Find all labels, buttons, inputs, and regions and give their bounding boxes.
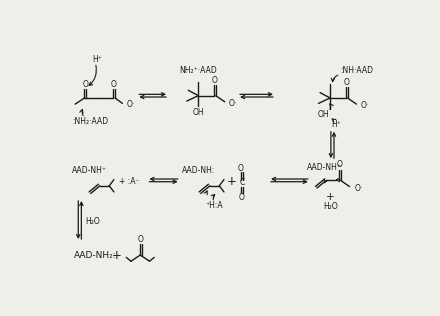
- Text: AAD-NH₂:: AAD-NH₂:: [74, 251, 117, 259]
- Text: O: O: [239, 193, 245, 202]
- Text: O: O: [138, 235, 144, 244]
- Text: C: C: [239, 178, 244, 187]
- Text: :NH₂·AAD: :NH₂·AAD: [72, 117, 108, 125]
- Text: +: +: [326, 192, 334, 202]
- Text: ⁺H:A: ⁺H:A: [205, 201, 223, 210]
- Text: AAD-NH⁺: AAD-NH⁺: [72, 166, 107, 175]
- Text: O: O: [212, 76, 218, 85]
- Text: O·: O·: [229, 99, 237, 108]
- Text: AAD-NH⁺: AAD-NH⁺: [307, 163, 342, 172]
- Text: OH: OH: [193, 108, 204, 117]
- Text: H⁺: H⁺: [93, 55, 103, 64]
- Text: O·: O·: [360, 101, 369, 110]
- Text: O: O: [111, 80, 117, 88]
- Text: +: +: [112, 249, 122, 262]
- Text: O·: O·: [126, 100, 135, 109]
- Text: O: O: [82, 80, 88, 88]
- Text: H₂O: H₂O: [85, 217, 99, 226]
- Text: H⁺: H⁺: [331, 120, 341, 130]
- Text: AAD-NH:: AAD-NH:: [182, 166, 215, 175]
- Text: +: +: [227, 175, 237, 188]
- Text: O·: O·: [354, 184, 363, 192]
- Text: H₂O: H₂O: [323, 202, 337, 211]
- Text: O: O: [344, 78, 349, 87]
- Text: O: O: [238, 164, 244, 173]
- Text: + :A⁻: + :A⁻: [119, 177, 139, 186]
- Text: O: O: [337, 161, 342, 169]
- Text: OH: OH: [318, 110, 330, 119]
- Text: NH₂⁺·AAD: NH₂⁺·AAD: [180, 66, 217, 75]
- Text: :NH·AAD: :NH·AAD: [340, 66, 373, 75]
